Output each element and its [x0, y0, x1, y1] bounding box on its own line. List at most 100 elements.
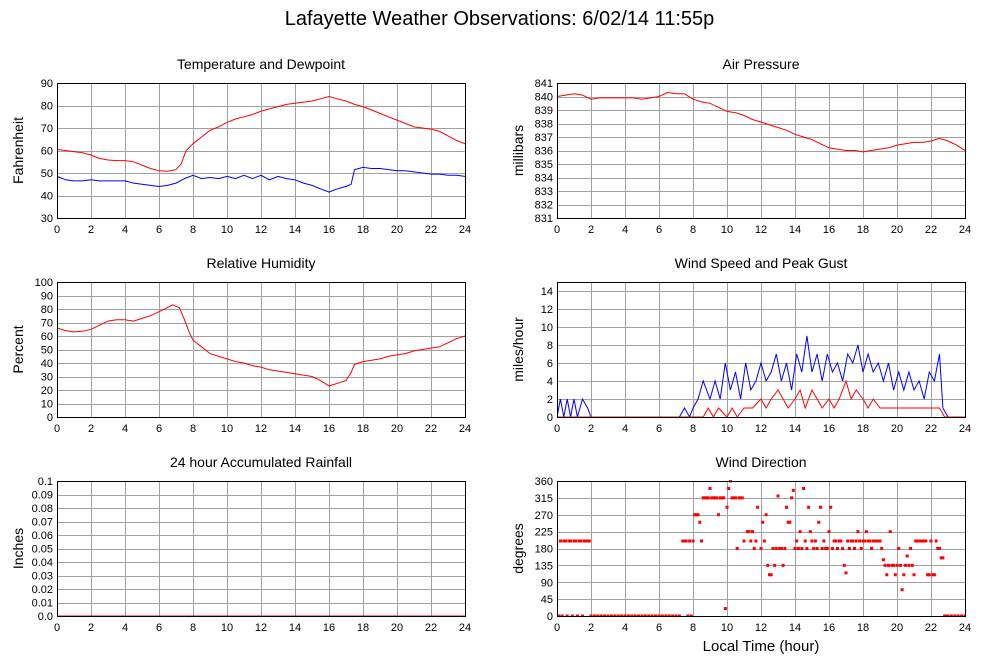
data-point	[807, 505, 811, 509]
data-point	[859, 547, 863, 550]
data-point	[747, 530, 751, 534]
data-point	[599, 614, 603, 617]
series-line-red	[57, 95, 465, 172]
x-tick-label: 0	[554, 224, 560, 236]
chart-title: Wind Direction	[715, 454, 806, 470]
data-point	[647, 614, 651, 617]
data-point	[557, 614, 561, 617]
y-tick-label: 80	[41, 101, 53, 113]
y-tick-label: 831	[535, 213, 553, 225]
y-tick-label: 40	[41, 191, 53, 203]
x-tick-label: 16	[823, 622, 835, 634]
data-point	[895, 563, 899, 567]
data-point	[558, 539, 562, 543]
data-point	[584, 539, 588, 543]
y-tick-label: 0	[547, 412, 553, 424]
data-point	[754, 539, 758, 543]
x-tick-label: 12	[255, 622, 267, 634]
x-tick-label: 2	[88, 423, 94, 435]
y-tick-label: 8	[547, 340, 553, 352]
data-point	[581, 614, 584, 617]
y-tick-label: 270	[535, 510, 553, 522]
data-point	[660, 614, 664, 617]
x-tick-label: 6	[156, 224, 162, 236]
y-axis-label: degrees	[510, 523, 526, 574]
data-point	[596, 614, 600, 617]
data-point	[943, 614, 947, 617]
data-point	[742, 539, 746, 543]
data-point	[603, 614, 607, 617]
data-point	[946, 614, 950, 617]
data-point	[890, 563, 894, 567]
y-tick-label: 20	[41, 385, 53, 397]
data-point	[825, 547, 829, 550]
x-tick-label: 12	[755, 423, 767, 435]
data-point	[630, 614, 634, 617]
page-title: Lafayette Weather Observations: 6/02/14 …	[284, 8, 715, 30]
data-point	[589, 614, 593, 617]
data-point	[796, 547, 800, 550]
y-tick-label: 0.06	[32, 530, 53, 542]
y-tick-label: 45	[541, 594, 553, 606]
series-line-red	[557, 379, 965, 418]
data-point	[944, 614, 948, 617]
data-point	[575, 614, 579, 617]
data-point	[727, 487, 731, 490]
y-tick-label: 0.0	[38, 611, 53, 623]
data-point	[616, 614, 620, 617]
rain-chart: 0 2 4 6 8 10 12 14 16 18 20 22 240.00.010.020.030.04…	[10, 454, 471, 634]
data-point	[927, 573, 931, 577]
y-axis-label: Fahrenheit	[10, 117, 26, 184]
data-point	[637, 614, 641, 617]
data-point	[592, 614, 596, 617]
y-tick-label: 0.04	[32, 557, 53, 569]
data-point	[577, 539, 581, 543]
data-point	[897, 547, 901, 550]
y-axis-label: Percent	[10, 325, 26, 373]
data-point	[912, 573, 916, 577]
data-point	[643, 614, 647, 617]
data-point	[723, 607, 727, 610]
y-tick-label: 834	[535, 173, 553, 185]
data-point	[691, 539, 695, 543]
y-tick-label: 840	[535, 92, 553, 104]
y-tick-label: 6	[547, 358, 553, 370]
plot-frame	[57, 83, 466, 219]
x-tick-label: 16	[323, 423, 335, 435]
y-tick-label: 90	[41, 291, 53, 303]
y-tick-label: 0.03	[32, 571, 53, 583]
data-point	[817, 520, 821, 524]
data-point	[766, 563, 770, 567]
x-tick-label: 4	[122, 224, 128, 236]
data-point	[836, 547, 839, 550]
x-tick-label: 0	[54, 423, 60, 435]
x-tick-label: 12	[755, 622, 767, 634]
data-point	[732, 496, 736, 500]
data-point	[582, 539, 586, 543]
data-point	[696, 513, 700, 517]
humidity-chart: 0 2 4 6 8 10 12 14 16 18 20 22 240102030405060708090…	[10, 255, 471, 435]
data-point	[904, 563, 907, 567]
x-tick-label: 16	[323, 622, 335, 634]
data-point	[606, 614, 610, 617]
x-tick-label: 12	[755, 224, 767, 236]
data-point	[883, 563, 887, 567]
y-tick-label: 837	[535, 132, 553, 144]
data-point	[769, 573, 773, 577]
data-point	[956, 614, 960, 617]
x-tick-label: 10	[221, 622, 233, 634]
x-tick-label: 4	[122, 622, 128, 634]
data-point	[657, 614, 661, 617]
data-point	[953, 614, 957, 617]
data-point	[861, 539, 865, 543]
data-point	[785, 505, 788, 509]
series-group	[57, 95, 465, 193]
x-tick-label: 14	[289, 622, 301, 634]
data-point	[620, 614, 624, 617]
data-point	[740, 496, 744, 500]
data-point	[745, 530, 749, 534]
data-point	[885, 573, 889, 577]
y-tick-label: 2	[547, 394, 553, 406]
series-line-red	[57, 304, 465, 387]
